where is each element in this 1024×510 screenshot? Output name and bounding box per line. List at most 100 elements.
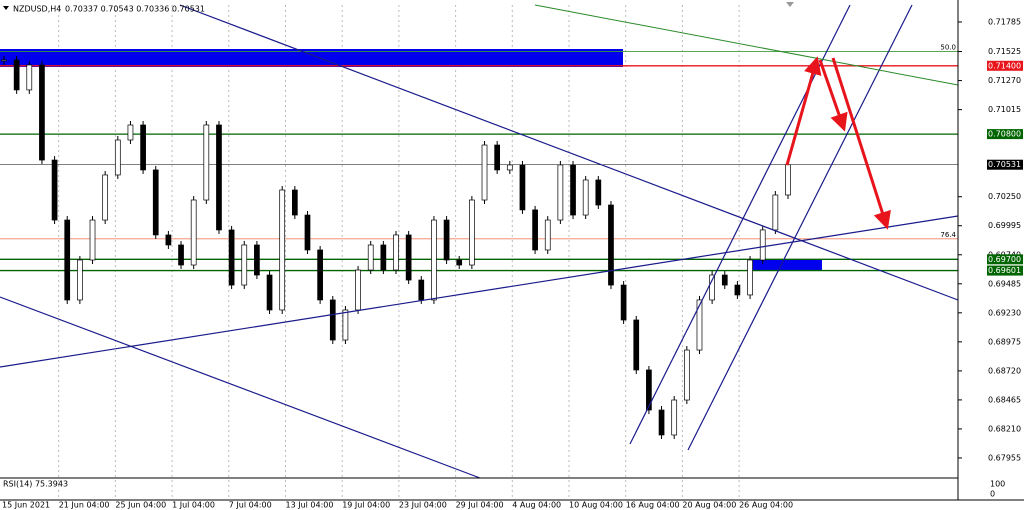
candle [519, 164, 526, 211]
x-tick-label: 29 Jul 04:00 [456, 501, 504, 510]
y-tick-label: 0.67955 [988, 453, 1021, 462]
x-tick-label: 1 Jul 04:00 [172, 501, 215, 510]
candle [393, 234, 399, 271]
candle [51, 159, 58, 221]
candle [241, 244, 248, 286]
price-level-box [987, 129, 1023, 140]
candle [291, 189, 298, 216]
candle [127, 124, 134, 141]
x-tick-label: 16 Aug 04:00 [626, 501, 680, 510]
y-tick-label: 0.69230 [988, 308, 1021, 317]
arrow [785, 56, 822, 166]
y-tick-label: 0.71270 [988, 76, 1021, 85]
arrow [831, 57, 891, 230]
price-level-label: 0.70800 [988, 130, 1021, 139]
candle [582, 179, 589, 216]
candle [506, 164, 513, 171]
candle [785, 164, 791, 196]
candle [418, 279, 425, 301]
y-tick-label: 0.71015 [988, 105, 1021, 114]
candle [431, 219, 437, 301]
price-level-box [987, 60, 1023, 71]
y-tick-label: 0.68720 [988, 366, 1021, 375]
y-tick-label: 0.71525 [988, 47, 1021, 56]
rsi-axis-label: 0 [990, 490, 995, 499]
rsi-label: RSI(14) 75.3943 [3, 480, 68, 489]
candle [26, 64, 33, 91]
y-tick-label: 0.71785 [988, 17, 1021, 26]
candle [633, 319, 640, 371]
candle [557, 164, 564, 221]
candle [595, 179, 602, 206]
candle [658, 409, 665, 436]
y-tick-label: 0.68210 [988, 424, 1021, 433]
candle [747, 259, 753, 296]
candle [481, 144, 488, 201]
x-tick-label: 21 Jun 04:00 [59, 501, 110, 510]
candle [216, 124, 222, 231]
candle [203, 124, 210, 201]
candle [279, 189, 286, 311]
candle [89, 219, 96, 261]
price-level-box [987, 265, 1023, 276]
candle [317, 249, 323, 301]
price-level-box [987, 254, 1023, 265]
fib-label: 50.0 [940, 44, 956, 52]
price-level-label: 0.69700 [988, 255, 1021, 264]
candle [114, 139, 121, 176]
candle [228, 229, 235, 286]
candle [671, 399, 678, 436]
arrows [785, 56, 891, 230]
x-tick-label: 19 Jul 04:00 [342, 501, 390, 510]
y-tick-label: 0.70250 [988, 192, 1021, 201]
y-tick-label: 0.69995 [988, 221, 1021, 230]
price-level-label: 0.70531 [988, 160, 1021, 169]
candle [367, 244, 374, 271]
candle [469, 199, 475, 266]
x-tick-label: 20 Aug 04:00 [682, 501, 736, 510]
candle [152, 169, 159, 236]
candle [532, 209, 538, 251]
symbol: NZDUSD,H4 [13, 5, 61, 14]
x-tick-label: 15 Jun 2021 [2, 501, 50, 510]
candle [266, 274, 273, 311]
candles [1, 55, 791, 439]
x-tick-label: 25 Jun 04:00 [115, 501, 166, 510]
candle [304, 214, 311, 251]
candle [709, 274, 715, 301]
fib-label: 76.4 [940, 231, 956, 239]
zone [750, 259, 822, 270]
candle [405, 234, 412, 281]
candle [494, 144, 501, 171]
price-level-box [987, 159, 1023, 170]
candle [721, 274, 728, 286]
rsi-axis-label: 100 [990, 480, 1005, 489]
channel-line [687, 4, 913, 451]
candle [355, 269, 361, 311]
candle [39, 64, 45, 161]
arrow [818, 59, 848, 132]
candle [380, 244, 387, 271]
candle [342, 309, 349, 341]
candle [683, 349, 690, 401]
candle [178, 244, 184, 266]
candle [570, 164, 576, 216]
candle [254, 244, 260, 276]
trend-lines [0, 4, 959, 479]
x-tick-label: 10 Aug 04:00 [569, 501, 623, 510]
candle [190, 199, 197, 266]
y-tick-label: 0.68465 [988, 395, 1021, 404]
candle [329, 299, 336, 341]
trend-line [0, 215, 959, 368]
menu-marker [3, 6, 9, 10]
price-level-label: 0.71400 [988, 61, 1021, 70]
ohlc: 0.70337 0.70543 0.70336 0.70531 [65, 5, 205, 14]
x-tick-label: 13 Jul 04:00 [286, 501, 334, 510]
candle [77, 259, 83, 301]
trend-line [179, 4, 959, 301]
levels: 50.0 76.4 [0, 44, 958, 272]
x-tick-label: 26 Aug 04:00 [739, 501, 793, 510]
x-tick-label: 23 Jul 04:00 [399, 501, 447, 510]
candle [102, 174, 109, 221]
